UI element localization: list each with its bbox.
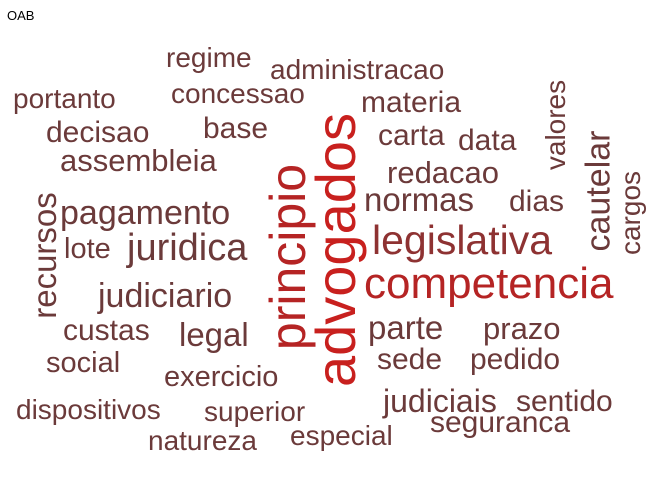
word-sede: sede	[377, 343, 443, 376]
word-exercicio: exercicio	[164, 361, 279, 393]
word-carta: carta	[378, 119, 445, 152]
word-dispositivos: dispositivos	[16, 394, 161, 425]
word-materia: materia	[361, 86, 462, 119]
word-juridica: juridica	[127, 227, 248, 269]
word-advogados: advogados	[304, 112, 368, 388]
word-lote: lote	[64, 233, 111, 265]
word-judiciais: judiciais	[383, 383, 497, 419]
word-especial: especial	[290, 420, 393, 451]
word-recursos: recursos	[25, 191, 63, 319]
word-competencia: competencia	[364, 259, 614, 308]
word-dias: dias	[509, 185, 565, 218]
word-base: base	[203, 112, 269, 145]
word-administracao: administracao	[270, 54, 445, 85]
word-redacao: redacao	[387, 155, 500, 190]
word-assembleia: assembleia	[60, 143, 217, 178]
word-legislativa: legislativa	[372, 217, 553, 263]
word-normas: normas	[364, 181, 475, 218]
word-pagamento: pagamento	[60, 194, 231, 232]
word-custas: custas	[63, 314, 150, 347]
word-cargos: cargos	[615, 170, 647, 256]
word-social: social	[46, 347, 121, 379]
word-portanto: portanto	[13, 83, 116, 114]
word-pedido: pedido	[470, 343, 561, 376]
word-sentido: sentido	[516, 385, 613, 418]
word-prazo: prazo	[483, 311, 561, 346]
word-parte: parte	[368, 309, 444, 346]
word-regime: regime	[166, 42, 252, 73]
word-concessao: concessao	[171, 78, 305, 109]
page-title: OAB	[7, 8, 35, 23]
word-superior: superior	[204, 396, 306, 427]
word-valores: valores	[540, 79, 572, 171]
word-natureza: natureza	[148, 425, 257, 456]
word-seguranca: seguranca	[430, 406, 571, 439]
word-legal: legal	[179, 316, 249, 353]
word-data: data	[458, 124, 517, 157]
word-decisao: decisao	[46, 116, 150, 149]
word-judiciario: judiciario	[98, 277, 233, 315]
word-cautelar: cautelar	[578, 130, 617, 252]
